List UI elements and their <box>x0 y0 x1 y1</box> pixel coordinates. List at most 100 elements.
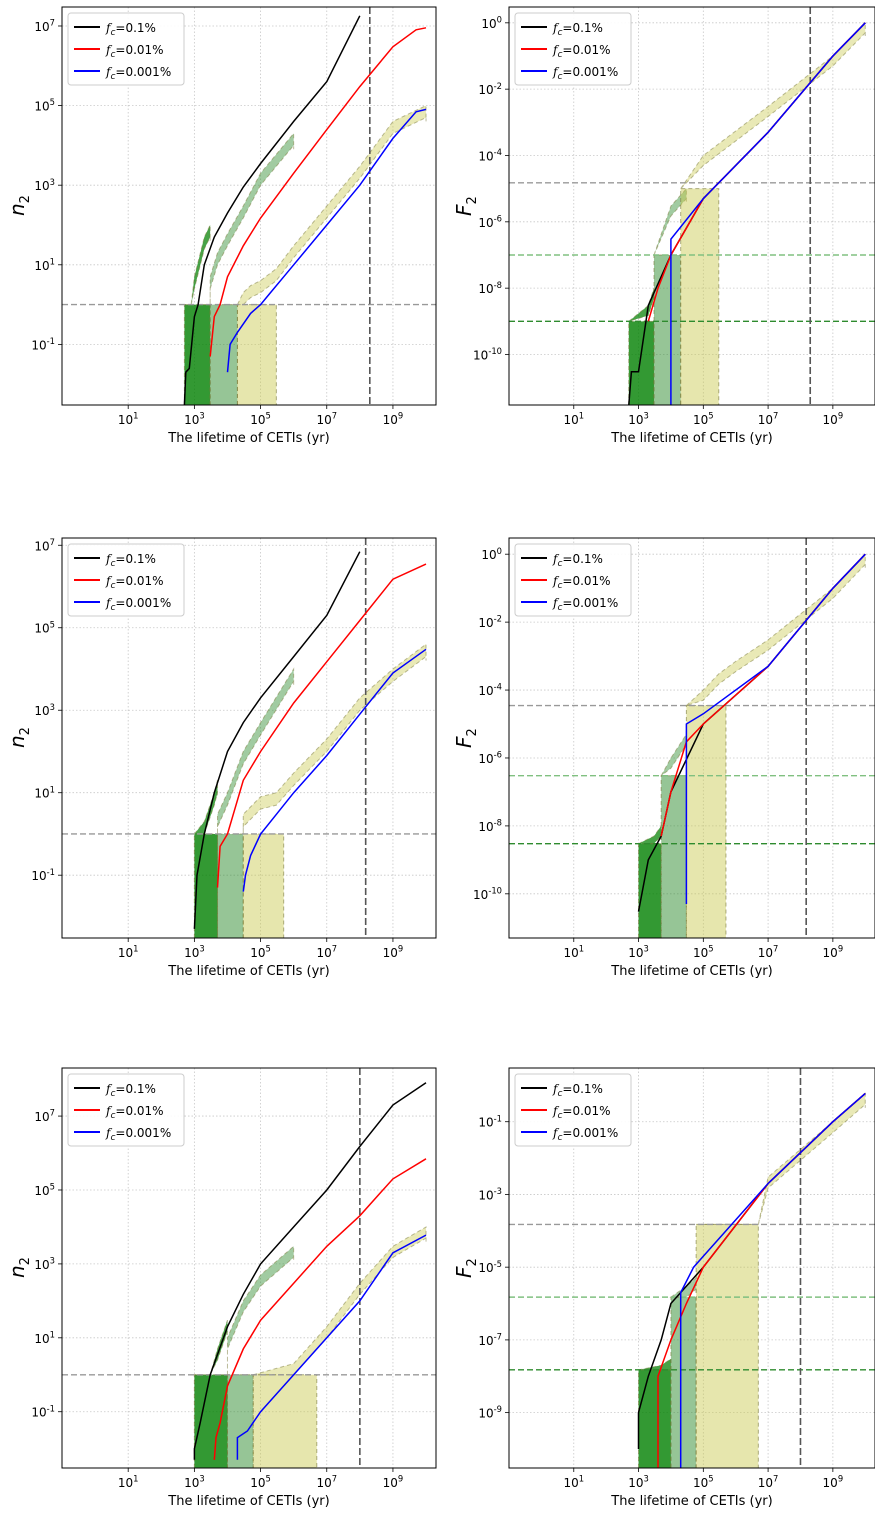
y-axis-label: n2 <box>5 195 33 216</box>
legend: fc=0.1% fc=0.01% fc=0.001% <box>68 544 184 616</box>
x-tick-label: 101 <box>118 1474 139 1490</box>
chart-panel-1: 101 103 105 107 109 10-1 101 103 105 107 The lifet… <box>5 7 436 446</box>
shaded-band-2 <box>671 1297 696 1468</box>
legend: fc=0.1% fc=0.01% fc=0.001% <box>515 13 631 85</box>
x-axis-label: The lifetime of CETIs (yr) <box>167 964 329 979</box>
x-tick-label: 101 <box>563 1474 584 1490</box>
x-tick-label: 101 <box>118 944 139 960</box>
x-tick-label: 107 <box>316 944 337 960</box>
y-tick-label: 10-6 <box>478 213 502 229</box>
shaded-band-envelope-3 <box>696 1093 865 1224</box>
y-tick-label: 101 <box>34 1329 55 1345</box>
y-tick-label: 10-2 <box>478 81 502 97</box>
shaded-band-1 <box>639 1370 671 1468</box>
x-tick-label: 103 <box>628 944 649 960</box>
shaded-band-envelope-3 <box>243 644 426 834</box>
x-tick-label: 107 <box>316 1474 337 1490</box>
x-tick-label: 103 <box>184 1474 205 1490</box>
x-tick-label: 105 <box>250 411 271 427</box>
x-tick-label: 109 <box>823 944 844 960</box>
y-axis-label: F2 <box>452 196 480 216</box>
x-tick-label: 103 <box>184 944 205 960</box>
shaded-band-3 <box>696 1224 758 1468</box>
x-tick-label: 105 <box>693 1474 714 1490</box>
y-tick-label: 10-10 <box>473 346 502 362</box>
x-tick-label: 101 <box>563 944 584 960</box>
y-tick-label: 10-9 <box>478 1404 502 1420</box>
y-tick-label: 10-5 <box>478 1259 502 1275</box>
x-tick-label: 103 <box>628 411 649 427</box>
y-tick-label: 10-10 <box>473 885 502 901</box>
shaded-band-3 <box>681 189 719 405</box>
y-tick-label: 107 <box>34 1108 55 1124</box>
x-tick-label: 101 <box>118 411 139 427</box>
y-axis-label: n2 <box>5 1257 33 1278</box>
chart-panel-2: 101 103 105 107 109 100 10-2 10-4 10-6 10-8 10-10 T… <box>452 7 875 446</box>
shaded-band-1 <box>184 305 210 405</box>
shaded-band-2 <box>227 1375 253 1468</box>
y-tick-label: 10-8 <box>478 280 502 296</box>
x-tick-label: 107 <box>316 411 337 427</box>
chart-panel-4: 101 103 105 107 109 100 10-2 10-4 10-6 10-8 10-10 T… <box>452 538 875 979</box>
shaded-band-1 <box>629 321 654 405</box>
y-tick-label: 10-2 <box>478 614 502 630</box>
y-tick-label: 103 <box>34 702 55 718</box>
x-axis-label: The lifetime of CETIs (yr) <box>610 1494 772 1509</box>
x-tick-label: 109 <box>823 411 844 427</box>
x-tick-label: 107 <box>758 1474 779 1490</box>
x-tick-label: 109 <box>823 1474 844 1490</box>
y-tick-label: 10-1 <box>31 867 55 883</box>
y-tick-label: 107 <box>34 537 55 553</box>
y-tick-label: 10-6 <box>478 750 502 766</box>
y-axis-label: n2 <box>5 727 33 748</box>
x-axis-label: The lifetime of CETIs (yr) <box>610 964 772 979</box>
x-axis-label: The lifetime of CETIs (yr) <box>610 431 772 446</box>
legend: fc=0.1% fc=0.01% fc=0.001% <box>68 13 184 85</box>
x-tick-label: 101 <box>563 411 584 427</box>
x-tick-label: 105 <box>693 944 714 960</box>
y-tick-label: 10-8 <box>478 817 502 833</box>
chart-panel-6: 101 103 105 107 109 10-1 10-3 10-5 10-7 10-9 The l… <box>452 1068 875 1509</box>
x-tick-label: 109 <box>383 1474 404 1490</box>
y-tick-label: 101 <box>34 784 55 800</box>
y-tick-label: 10-4 <box>478 147 502 163</box>
chart-panel-3: 101 103 105 107 109 10-1 101 103 105 107 The lifet… <box>5 537 436 979</box>
y-tick-label: 10-1 <box>31 1403 55 1419</box>
y-tick-label: 100 <box>481 14 502 30</box>
shaded-band-2 <box>654 255 681 405</box>
chart-panel-5: 101 103 105 107 109 10-1 101 103 105 107 The lifet… <box>5 1068 436 1509</box>
y-tick-label: 107 <box>34 18 55 34</box>
x-tick-label: 103 <box>184 411 205 427</box>
shaded-band-envelope-3 <box>237 106 426 305</box>
shaded-band-envelope-3 <box>681 23 866 189</box>
x-tick-label: 107 <box>758 411 779 427</box>
y-tick-label: 100 <box>481 546 502 562</box>
y-tick-label: 103 <box>34 177 55 193</box>
x-tick-label: 105 <box>250 944 271 960</box>
shaded-band-envelope-1 <box>194 1320 227 1375</box>
x-tick-label: 103 <box>628 1474 649 1490</box>
shaded-band-2 <box>218 834 244 938</box>
y-axis-label: F2 <box>452 728 480 748</box>
x-tick-label: 109 <box>383 944 404 960</box>
shaded-band-3 <box>243 834 283 938</box>
shaded-band-envelope-1 <box>639 1359 671 1370</box>
y-axis-label: F2 <box>452 1258 480 1278</box>
y-tick-label: 10-1 <box>478 1113 502 1129</box>
shaded-band-3 <box>237 305 276 405</box>
y-tick-label: 10-7 <box>478 1331 502 1347</box>
x-tick-label: 107 <box>758 944 779 960</box>
shaded-band-2 <box>661 776 686 938</box>
y-tick-label: 103 <box>34 1256 55 1272</box>
y-tick-label: 105 <box>34 97 55 113</box>
x-tick-label: 105 <box>693 411 714 427</box>
x-axis-label: The lifetime of CETIs (yr) <box>167 431 329 446</box>
shaded-band-3 <box>686 706 726 938</box>
shaded-band-1 <box>194 1375 227 1468</box>
y-tick-label: 105 <box>34 619 55 635</box>
x-tick-label: 109 <box>383 411 404 427</box>
legend: fc=0.1% fc=0.01% fc=0.001% <box>68 1074 184 1146</box>
shaded-band-envelope-3 <box>686 554 865 705</box>
y-tick-label: 101 <box>34 256 55 272</box>
